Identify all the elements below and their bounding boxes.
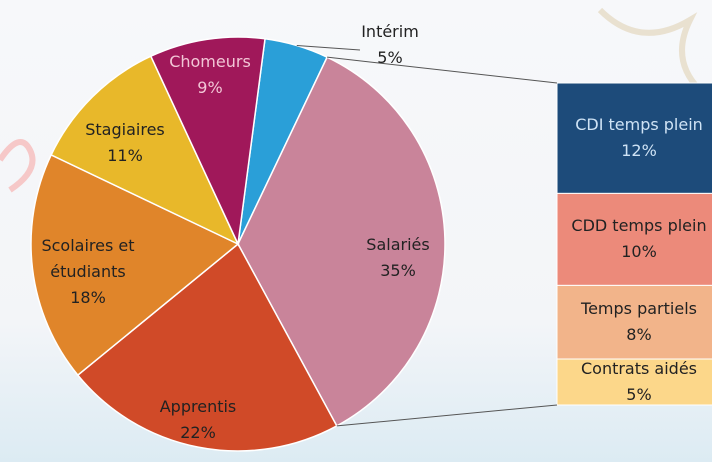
decoration bbox=[597, 7, 703, 93]
slice-label: Salariés 35% bbox=[366, 232, 429, 284]
pie-slice bbox=[50, 55, 240, 246]
label-text: 12% bbox=[621, 141, 657, 161]
pie-slice bbox=[149, 36, 266, 247]
label-text: 5% bbox=[626, 385, 652, 404]
label-text: Chomeurs bbox=[169, 52, 251, 71]
label-text: Contrats aidés bbox=[580, 359, 698, 378]
bar-label: Contrats aidés 5% bbox=[581, 356, 697, 408]
label-text: 8% bbox=[626, 325, 652, 345]
bar-segment bbox=[556, 358, 712, 406]
slice-label: Intérim 5% bbox=[361, 19, 419, 71]
leader-line bbox=[296, 45, 361, 51]
slice-label: Scolaires et étudiants 18% bbox=[28, 233, 148, 311]
connector bbox=[327, 56, 558, 84]
slice-label: Apprentis 22% bbox=[160, 394, 237, 446]
bar-segment bbox=[556, 284, 712, 360]
bar-label: CDI temps plein 12% bbox=[575, 112, 703, 164]
label-text: 22% bbox=[180, 423, 216, 442]
pie-slice bbox=[237, 56, 446, 427]
label-text: Stagiaires bbox=[85, 120, 165, 139]
label-text: Temps partiels bbox=[581, 299, 697, 319]
label-text: 9% bbox=[197, 78, 223, 97]
label-text: 35% bbox=[380, 261, 416, 280]
label-text: Apprentis bbox=[159, 397, 237, 416]
label-text: 11% bbox=[107, 146, 143, 165]
bar-label: CDD temps plein 10% bbox=[571, 213, 706, 265]
label-text: Salariés bbox=[366, 235, 430, 254]
slice-label: Chomeurs 9% bbox=[169, 49, 251, 101]
label-text: 10% bbox=[621, 242, 657, 262]
bar-segment bbox=[556, 192, 712, 286]
bar-label: Temps partiels 8% bbox=[581, 296, 697, 348]
bar-segment bbox=[556, 82, 712, 194]
label-text: 18% bbox=[70, 288, 106, 307]
pie-slice bbox=[30, 153, 240, 377]
pie-slice bbox=[76, 242, 338, 452]
connector bbox=[336, 404, 558, 427]
label-text: Scolaires et étudiants bbox=[41, 236, 135, 281]
label-text: 5% bbox=[377, 48, 403, 67]
label-text: CDI temps plein bbox=[575, 115, 703, 135]
decoration bbox=[0, 139, 36, 193]
slice-label: Stagiaires 11% bbox=[85, 117, 165, 169]
label-text: CDD temps plein bbox=[571, 216, 707, 236]
label-text: Intérim bbox=[361, 22, 419, 41]
